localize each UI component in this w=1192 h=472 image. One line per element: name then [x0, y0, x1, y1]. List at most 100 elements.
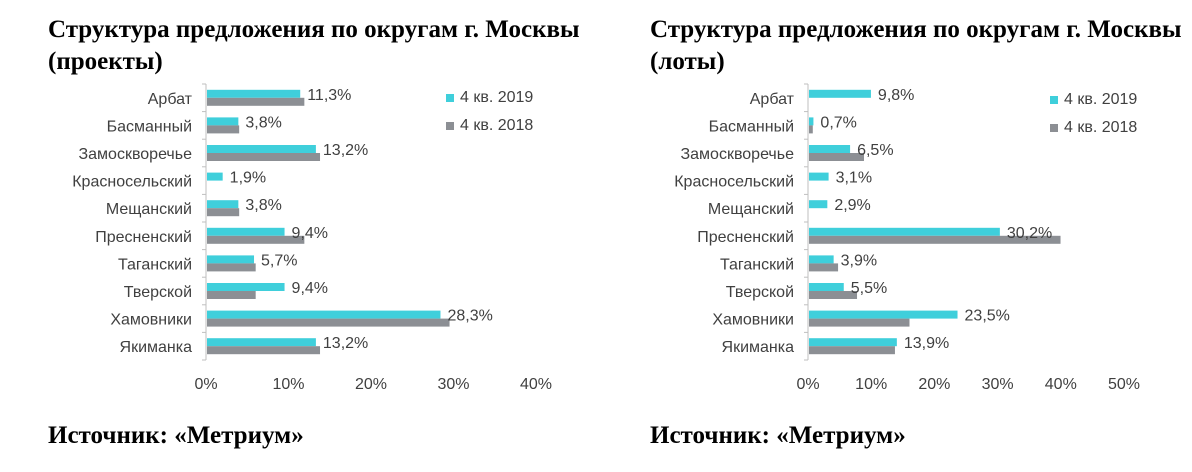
category-label: Якиманка: [120, 339, 193, 356]
bar-2018: [809, 235, 1061, 244]
bar-2018: [207, 208, 240, 217]
data-label: 13,2%: [323, 142, 368, 159]
data-label: 3,8%: [245, 197, 281, 214]
data-label: 28,3%: [447, 308, 492, 325]
data-label: 9,4%: [292, 280, 328, 297]
chart-title: Структура предложения по округам г. Моск…: [48, 16, 580, 75]
chart-panel-lots: Структура предложения по округам г. Моск…: [596, 0, 1192, 472]
bar-2018: [207, 235, 305, 244]
bar-2018: [207, 97, 305, 106]
category-label: Басманный: [709, 118, 794, 135]
x-tick-label: 40%: [1045, 376, 1077, 393]
legend-label: 4 кв. 2019: [1064, 91, 1137, 108]
chart-source: Источник: «Метриум»: [48, 422, 304, 449]
bar-2019: [207, 338, 316, 347]
x-tick-label: 10%: [855, 376, 887, 393]
bar-2019: [809, 338, 897, 347]
category-label: Якиманка: [722, 339, 795, 356]
chart-source: Источник: «Метриум»: [650, 422, 906, 449]
x-tick-label: 0%: [796, 376, 819, 393]
bar-2018: [809, 346, 895, 355]
category-label: Замоскворечье: [680, 146, 794, 163]
bar-2018: [207, 263, 256, 272]
bar-2019: [207, 89, 301, 98]
category-label: Арбат: [148, 91, 193, 108]
legend-label: 4 кв. 2018: [460, 117, 533, 134]
category-label: Пресненский: [697, 229, 794, 246]
data-label: 23,5%: [965, 308, 1010, 325]
category-label: Хамовники: [712, 312, 794, 329]
data-label: 0,7%: [820, 114, 856, 131]
data-label: 13,9%: [904, 335, 949, 352]
category-label: Мещанский: [708, 201, 794, 218]
chart-panel-projects: Структура предложения по округам г. Моск…: [48, 16, 580, 449]
bar-2019: [207, 172, 223, 181]
x-tick-label: 30%: [982, 376, 1014, 393]
bar-2019: [809, 310, 958, 319]
data-label: 2,9%: [834, 197, 870, 214]
data-label: 3,9%: [841, 252, 877, 269]
legend-swatch: [1050, 96, 1058, 104]
bar-2019: [809, 172, 829, 181]
bar-2019: [809, 255, 834, 264]
category-label: Таганский: [720, 256, 794, 273]
category-label: Тверской: [124, 284, 192, 301]
bar-2018: [207, 125, 240, 134]
data-label: 6,5%: [857, 142, 893, 159]
bar-2019: [809, 145, 851, 153]
x-tick-label: 20%: [918, 376, 950, 393]
bar-2019: [809, 117, 814, 126]
data-label: 5,7%: [261, 252, 297, 269]
bar-2018: [809, 291, 858, 299]
category-label: Красносельский: [674, 174, 794, 191]
x-tick-label: 0%: [194, 376, 217, 393]
x-tick-label: 10%: [272, 376, 304, 393]
data-label: 3,1%: [836, 170, 872, 187]
bar-2019: [809, 227, 1000, 236]
data-label: 9,8%: [878, 87, 914, 104]
bar-chart-lots: Арбат 9,8% Басманный 0,7% Замоскворечье 6,5% К…: [674, 83, 1140, 393]
category-label: Замоскворечье: [78, 146, 192, 163]
data-label: 1,9%: [230, 170, 266, 187]
x-tick-label: 30%: [437, 376, 469, 393]
category-label: Таганский: [118, 256, 192, 273]
category-label: Арбат: [750, 91, 795, 108]
chart-title: Структура предложения по округам г. Моск…: [650, 16, 1182, 75]
bar-2018: [809, 263, 839, 272]
category-label: Хамовники: [110, 312, 192, 329]
category-label: Красносельский: [72, 174, 192, 191]
bar-2018: [207, 346, 321, 355]
bar-2018: [809, 125, 813, 134]
legend-swatch: [446, 122, 454, 130]
bar-2019: [207, 200, 239, 209]
bar-2019: [809, 89, 871, 98]
bar-2019: [207, 145, 316, 153]
category-label: Тверской: [726, 284, 794, 301]
bar-2018: [809, 153, 864, 161]
bar-2019: [207, 310, 441, 319]
data-label: 9,4%: [292, 225, 328, 242]
category-label: Пресненский: [95, 229, 192, 246]
legend-label: 4 кв. 2018: [1064, 119, 1137, 136]
bar-chart-projects: Арбат 11,3% Басманный 3,8% Замоскворечье 13,2…: [72, 83, 552, 393]
bar-2019: [809, 283, 844, 291]
legend-swatch: [446, 94, 454, 102]
bar-2019: [207, 283, 285, 291]
category-label: Басманный: [107, 118, 192, 135]
bar-2018: [207, 291, 256, 299]
bar-2019: [207, 117, 239, 126]
x-tick-label: 50%: [1108, 376, 1140, 393]
bar-2019: [207, 255, 255, 264]
legend-label: 4 кв. 2019: [460, 89, 533, 106]
data-label: 3,8%: [245, 114, 281, 131]
data-label: 5,5%: [851, 280, 887, 297]
bar-2019: [809, 200, 828, 209]
category-label: Мещанский: [106, 201, 192, 218]
bar-2019: [207, 227, 285, 236]
x-tick-label: 20%: [355, 376, 387, 393]
bar-2018: [809, 318, 910, 327]
data-label: 30,2%: [1007, 225, 1052, 242]
bar-2018: [207, 318, 450, 327]
x-tick-label: 40%: [520, 376, 552, 393]
data-label: 13,2%: [323, 335, 368, 352]
